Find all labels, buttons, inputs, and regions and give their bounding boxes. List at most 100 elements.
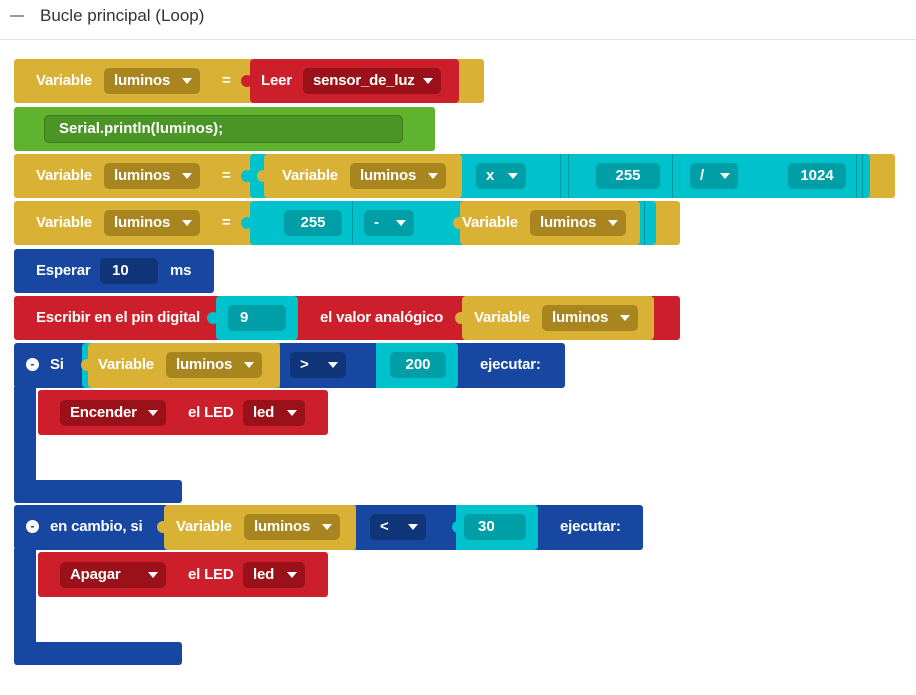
led-label: el LED xyxy=(188,566,234,583)
variable-name: luminos xyxy=(360,167,417,184)
operator-value: > xyxy=(300,356,309,373)
elseif-footer xyxy=(14,642,182,665)
equals-label: = xyxy=(222,214,231,231)
variable-label: Variable xyxy=(36,214,92,231)
variable-label: Variable xyxy=(474,309,530,326)
write-pin-label: Escribir en el pin digital xyxy=(36,309,201,326)
compare-block[interactable]: Variable luminos < 30 xyxy=(157,505,538,550)
chevron-down-icon xyxy=(244,362,254,368)
operator-value: - xyxy=(374,214,379,231)
compare-block[interactable]: Variable luminos > 200 xyxy=(81,343,458,388)
operator-dropdown[interactable]: / xyxy=(690,163,738,189)
input-connector xyxy=(241,75,253,87)
section-header: Bucle principal (Loop) xyxy=(0,0,916,40)
variable-dropdown[interactable]: luminos xyxy=(542,305,638,331)
variable-dropdown[interactable]: luminos xyxy=(530,210,626,236)
elseif-header[interactable]: - en cambio, si Variable luminos < 30 ej… xyxy=(14,505,643,550)
operator-dropdown[interactable]: < xyxy=(370,514,426,540)
input-connector xyxy=(580,170,592,182)
if-footer xyxy=(14,480,182,503)
minus-icon[interactable] xyxy=(10,15,24,17)
collapse-icon[interactable]: - xyxy=(26,358,39,371)
input-connector xyxy=(157,521,169,533)
compare-value-field[interactable]: 200 xyxy=(390,352,446,378)
collapse-icon[interactable]: - xyxy=(26,520,39,533)
if-body-spine xyxy=(14,387,36,487)
analog-value-label: el valor analógico xyxy=(320,309,444,326)
math-multiply-block[interactable]: Variable luminos x 255 / 1024 xyxy=(241,154,870,198)
sensor-dropdown[interactable]: sensor_de_luz xyxy=(303,68,441,94)
chevron-down-icon xyxy=(287,410,297,416)
inner-variable-block[interactable]: Variable luminos xyxy=(455,296,654,340)
math-subtract-block[interactable]: 255 - Variable luminos xyxy=(241,201,656,245)
input-connector xyxy=(772,170,784,182)
inner-variable-block[interactable]: Variable luminos xyxy=(257,154,462,198)
led-action-value: Encender xyxy=(70,404,137,421)
input-connector xyxy=(207,312,219,324)
chevron-down-icon xyxy=(148,410,158,416)
led-off-block[interactable]: Apagar el LED led xyxy=(38,552,328,597)
led-value: led xyxy=(253,566,275,583)
analog-write-block[interactable]: Escribir en el pin digital 9 el valor an… xyxy=(14,296,680,340)
variable-name: luminos xyxy=(114,167,171,184)
compare-operator-area: < xyxy=(356,505,456,550)
variable-dropdown[interactable]: luminos xyxy=(244,514,340,540)
number-field[interactable]: 255 xyxy=(284,210,342,236)
variable-dropdown[interactable]: luminos xyxy=(350,163,446,189)
elseif-body-spine xyxy=(14,549,36,649)
variable-dropdown[interactable]: luminos xyxy=(104,210,200,236)
chevron-down-icon xyxy=(423,78,433,84)
inner-variable-block[interactable]: Variable luminos xyxy=(157,505,356,550)
pin-number-field[interactable]: 9 xyxy=(228,305,286,331)
chevron-down-icon xyxy=(428,173,438,179)
input-connector xyxy=(455,312,467,324)
variable-dropdown[interactable]: luminos xyxy=(104,68,200,94)
led-action-dropdown[interactable]: Apagar xyxy=(60,562,166,588)
variable-dropdown[interactable]: luminos xyxy=(104,163,200,189)
number-field[interactable]: 255 xyxy=(596,163,660,189)
chevron-down-icon xyxy=(322,524,332,530)
operator-dropdown[interactable]: - xyxy=(364,210,414,236)
block-edge xyxy=(644,201,645,245)
elseif-label: en cambio, si xyxy=(50,518,143,535)
led-dropdown[interactable]: led xyxy=(243,400,305,426)
read-sensor-block[interactable]: Leer sensor_de_luz xyxy=(241,59,459,103)
pin-number-block[interactable]: 9 xyxy=(207,296,298,340)
execute-label: ejecutar: xyxy=(560,518,621,535)
number-field[interactable]: 1024 xyxy=(788,163,846,189)
input-connector xyxy=(452,521,464,533)
variable-dropdown[interactable]: luminos xyxy=(166,352,262,378)
serial-code-field[interactable]: Serial.println(luminos); xyxy=(44,115,403,143)
wait-label: Esperar xyxy=(36,262,91,279)
led-action-dropdown[interactable]: Encender xyxy=(60,400,166,426)
block-edge xyxy=(568,154,569,198)
wait-unit-label: ms xyxy=(170,262,192,279)
variable-label: Variable xyxy=(462,214,518,231)
input-connector xyxy=(241,217,253,229)
operator-dropdown[interactable]: x xyxy=(476,163,526,189)
operator-dropdown[interactable]: > xyxy=(290,352,346,378)
variable-name: luminos xyxy=(176,356,233,373)
chevron-down-icon xyxy=(182,220,192,226)
led-on-block[interactable]: Encender el LED led xyxy=(38,390,328,435)
operator-value: < xyxy=(380,518,389,535)
wait-block[interactable]: Esperar 10 ms xyxy=(14,249,214,293)
block-edge xyxy=(352,201,353,245)
inner-variable-block[interactable]: Variable luminos xyxy=(453,201,640,245)
equals-label: = xyxy=(222,167,231,184)
assign-block-1[interactable]: Variable luminos = Leer sensor_de_luz xyxy=(14,59,484,103)
led-value: led xyxy=(253,404,275,421)
led-dropdown[interactable]: led xyxy=(243,562,305,588)
compare-operator-area: > xyxy=(280,343,376,388)
wait-value-field[interactable]: 10 xyxy=(100,258,158,284)
inner-variable-block[interactable]: Variable luminos xyxy=(81,343,280,388)
sensor-name: sensor_de_luz xyxy=(313,72,415,89)
compare-value-field[interactable]: 30 xyxy=(464,514,526,540)
assign-block-2[interactable]: Variable luminos = Variable luminos x 25… xyxy=(14,154,895,198)
serial-println-block[interactable]: Serial.println(luminos); xyxy=(14,107,435,151)
variable-name: luminos xyxy=(540,214,597,231)
if-header[interactable]: - Si Variable luminos > 200 ejecutar: xyxy=(14,343,565,388)
input-connector xyxy=(268,217,280,229)
input-connector xyxy=(257,170,269,182)
assign-block-3[interactable]: Variable luminos = 255 - Variable lumino… xyxy=(14,201,680,245)
